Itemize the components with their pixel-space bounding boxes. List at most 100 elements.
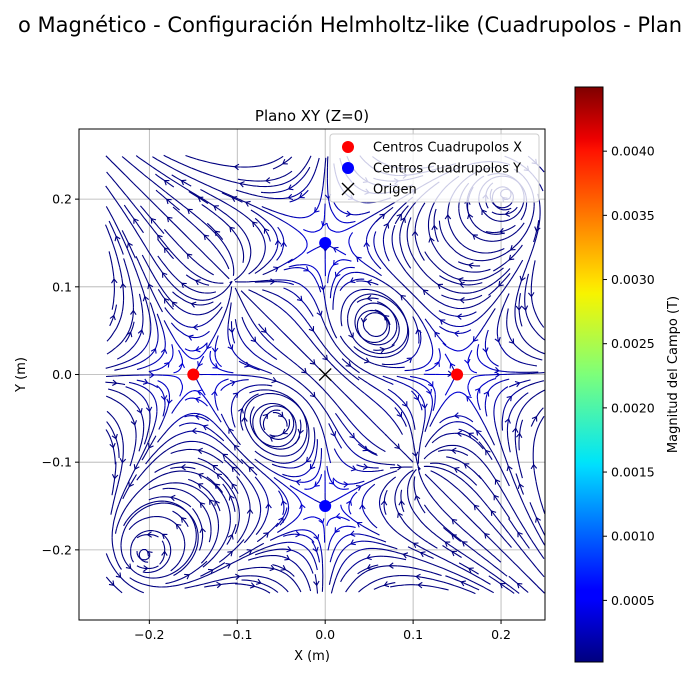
streamline-segment [291, 490, 300, 500]
streamline-segment [185, 154, 197, 160]
legend-box [329, 133, 540, 203]
streamline-segment [329, 286, 333, 299]
streamline-arrow [164, 297, 170, 304]
streamline-segment [516, 456, 521, 468]
streamline-segment [360, 409, 369, 419]
streamline-segment [293, 216, 306, 219]
streamline-segment [168, 352, 174, 364]
streamline-segment [119, 267, 123, 279]
streamline-segment [409, 469, 417, 479]
streamline-segment [454, 432, 466, 436]
streamline-arrow [494, 366, 500, 374]
streamline-segment [218, 554, 229, 563]
streamline-segment [274, 189, 287, 194]
streamline-segment [465, 311, 477, 317]
streamline-segment [180, 382, 183, 394]
streamline-segment [439, 325, 450, 333]
streamline-segment [270, 554, 282, 557]
streamline-segment [442, 527, 453, 536]
streamline-segment [234, 319, 239, 331]
streamline-segment [315, 414, 322, 426]
streamline-segment [399, 225, 403, 237]
streamline-segment [494, 515, 503, 525]
streamline-segment [239, 575, 251, 577]
streamline-segment [286, 373, 297, 381]
streamline-segment [394, 556, 407, 561]
streamline-segment [120, 545, 124, 558]
streamline-segment [172, 482, 185, 485]
streamline-segment [186, 175, 198, 181]
streamline-segment [195, 540, 199, 552]
streamline-segment [200, 219, 210, 228]
streamline-segment [534, 389, 546, 397]
streamline-segment [421, 559, 433, 565]
legend-marker [342, 162, 354, 174]
streamline-segment [291, 574, 295, 577]
streamline-segment [293, 292, 303, 301]
streamline-segment [504, 278, 512, 289]
streamline-segment [333, 448, 341, 459]
streamline-segment [285, 505, 290, 517]
streamline-segment [112, 515, 116, 527]
streamline-segment [166, 444, 177, 451]
streamline-arrow [233, 444, 240, 451]
streamline-arrow [213, 205, 219, 211]
streamline-segment [348, 503, 352, 515]
streamline-arrow [467, 213, 474, 220]
streamline-segment [179, 393, 182, 397]
streamline-segment [278, 218, 289, 225]
streamline-segment [154, 411, 158, 423]
streamline-segment [128, 251, 134, 263]
streamline-segment [383, 555, 395, 559]
streamline-segment [322, 214, 326, 227]
streamline-segment [352, 278, 365, 282]
streamline-segment [210, 194, 221, 201]
streamline-segment [286, 419, 291, 431]
streamline-segment [387, 381, 394, 385]
streamline-segment [115, 339, 125, 348]
streamline-segment [375, 537, 387, 543]
streamline-segment [503, 452, 508, 464]
streamline-segment [126, 344, 136, 354]
streamline-segment [362, 262, 373, 270]
streamline-segment [118, 186, 127, 197]
streamline-segment [496, 481, 504, 493]
streamline-segment [258, 294, 269, 301]
streamline-segment [340, 320, 343, 327]
streamline-segment [229, 205, 240, 213]
streamline-segment [484, 405, 488, 417]
streamline-arrow [206, 343, 212, 350]
streamline-segment [181, 163, 193, 169]
streamline-segment [109, 315, 115, 327]
streamline-segment [271, 343, 281, 352]
streamline-segment [214, 306, 223, 316]
streamline-segment [473, 504, 483, 515]
streamline-segment [277, 281, 289, 284]
streamline-segment [183, 264, 193, 273]
streamline-segment [146, 221, 155, 232]
streamline-arrow [186, 253, 193, 259]
streamline-segment [172, 510, 182, 519]
streamline-segment [179, 291, 190, 298]
streamline-segment [160, 239, 169, 249]
streamline-segment [538, 216, 541, 228]
streamline-segment [401, 535, 412, 543]
streamline-arrow [263, 228, 270, 234]
streamline-segment [479, 268, 491, 273]
streamline-segment [178, 349, 182, 356]
streamline-segment [535, 481, 539, 493]
streamline-segment [204, 571, 216, 577]
streamline-segment [364, 393, 374, 402]
streamline-segment [133, 505, 144, 513]
streamline-segment [539, 358, 543, 361]
streamline-segment [176, 170, 188, 177]
streamline-arrow [160, 395, 168, 401]
streamline-arrow [345, 210, 352, 217]
streamline-segment [249, 389, 261, 394]
streamline-segment [520, 569, 529, 578]
streamline-segment [288, 465, 300, 469]
streamline-arrow [508, 338, 515, 345]
streamline-segment [333, 201, 341, 211]
streamline-segment [430, 552, 442, 559]
streamline-segment [254, 476, 261, 484]
